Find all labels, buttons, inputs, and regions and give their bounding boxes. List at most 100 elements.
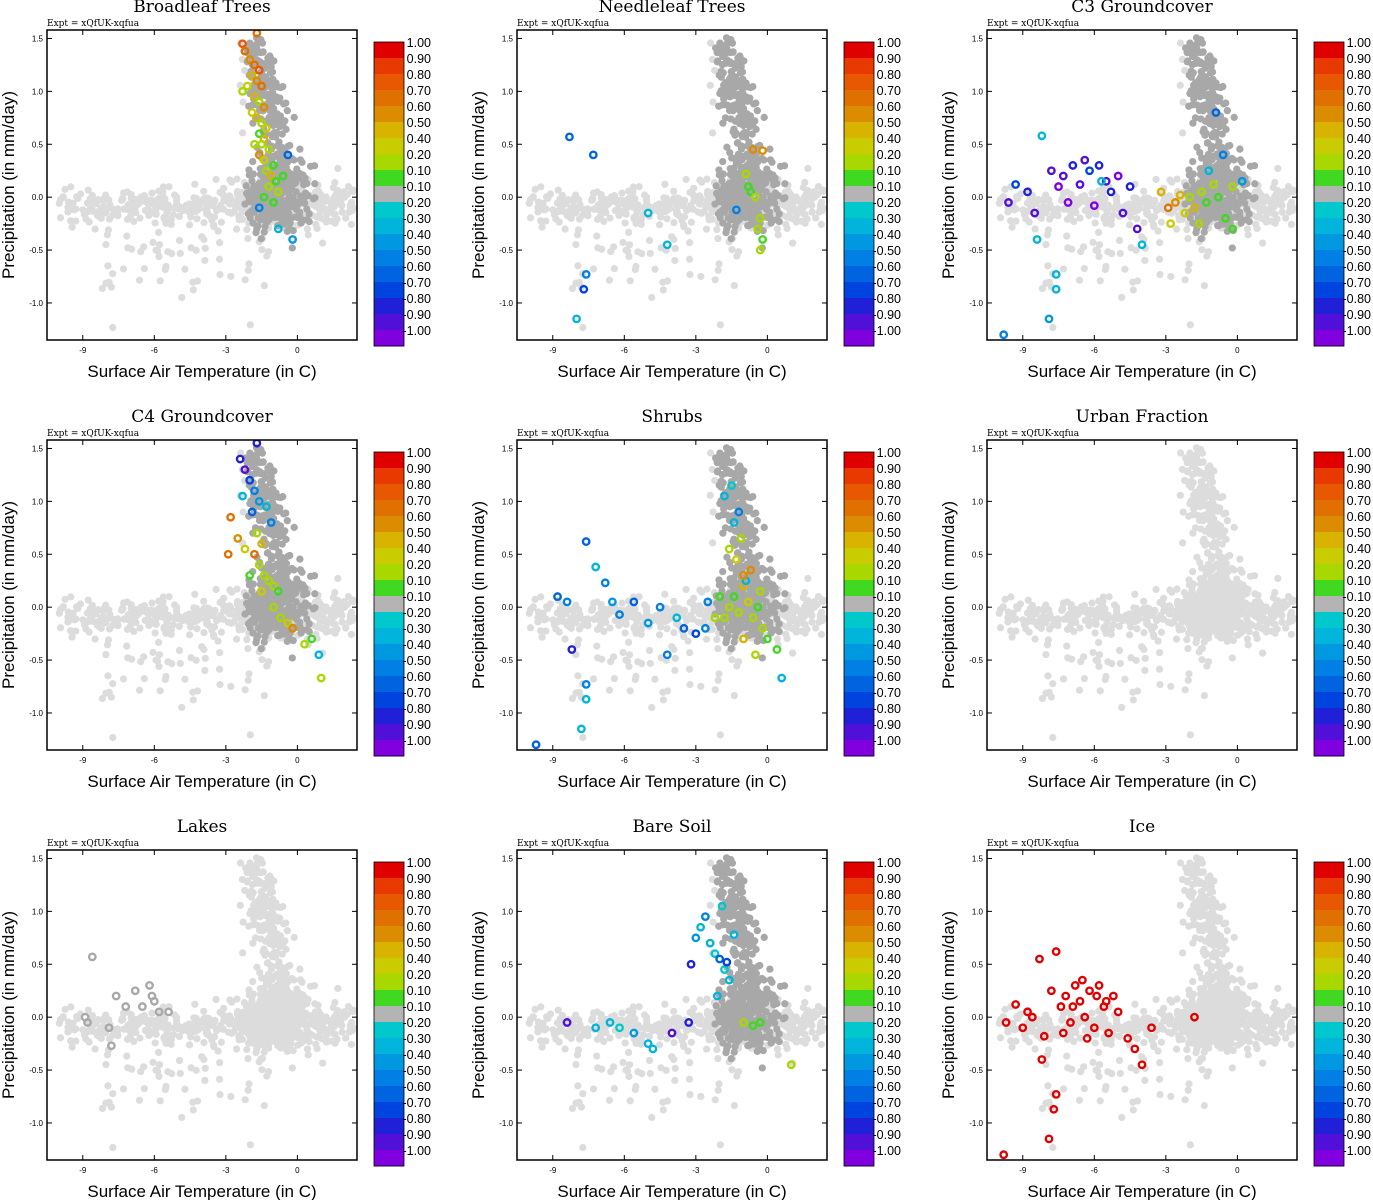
background-point (232, 225, 241, 233)
colorbar-swatch (844, 282, 874, 299)
y-tick-label: 1.0 (502, 87, 514, 96)
background-point (714, 234, 722, 243)
background-point (1114, 202, 1122, 211)
background-point (1280, 193, 1289, 201)
neutral-point (276, 112, 285, 120)
colorbar-swatch (844, 298, 874, 315)
background-point (714, 266, 722, 274)
points-layer (995, 34, 1297, 340)
background-point (711, 66, 719, 75)
colorbar-swatch (374, 266, 404, 283)
background-point (657, 213, 665, 221)
background-point (574, 262, 582, 270)
background-point (1081, 206, 1089, 215)
neutral-point (749, 157, 757, 165)
background-point (808, 208, 816, 216)
background-point (564, 212, 572, 220)
background-point (636, 216, 645, 224)
data-point (257, 139, 267, 149)
background-point (1088, 189, 1096, 197)
neutral-point (1200, 228, 1208, 236)
neutral-point (279, 157, 287, 165)
data-point (261, 123, 271, 133)
background-point (348, 206, 356, 215)
neutral-point (266, 90, 274, 98)
background-point (1280, 188, 1288, 196)
background-point (1257, 195, 1266, 203)
background-point (1288, 206, 1296, 215)
background-point (172, 196, 181, 204)
background-point (317, 214, 325, 222)
neutral-point (733, 196, 741, 204)
data-point (264, 182, 274, 191)
background-point (1284, 182, 1293, 191)
background-point (624, 195, 633, 203)
background-point (659, 286, 667, 294)
background-point (798, 217, 806, 225)
neutral-point (287, 185, 296, 193)
background-point (1175, 212, 1183, 220)
background-point (1094, 228, 1103, 237)
background-point (624, 247, 632, 255)
background-point (596, 212, 604, 220)
neutral-point (279, 82, 287, 91)
background-point (1172, 225, 1181, 233)
colorbar-swatch (844, 170, 874, 187)
background-point (1251, 188, 1260, 196)
background-point (1095, 187, 1103, 195)
background-point (1116, 249, 1124, 258)
background-point (606, 214, 614, 222)
background-point (123, 232, 131, 240)
neutral-point (766, 145, 774, 153)
colorbar-swatch (374, 250, 404, 267)
background-point (572, 240, 580, 249)
x-tick-label: -6 (621, 346, 629, 355)
data-point (259, 155, 269, 165)
colorbar-label: -0.60 (403, 260, 432, 274)
background-point (552, 215, 560, 223)
neutral-point (249, 101, 257, 109)
background-point (64, 208, 72, 216)
neutral-point (746, 112, 755, 120)
neutral-point (274, 209, 282, 217)
background-point (1154, 227, 1162, 235)
neutral-point (1228, 244, 1236, 252)
neutral-point (296, 145, 304, 153)
panel-2: -9 -6 -3 0-1.0-0.50.00.51.01.5C3 Groundcove… (939, 0, 1371, 381)
background-point (112, 206, 120, 215)
background-point (156, 277, 164, 285)
background-point (132, 208, 140, 217)
neutral-point (1189, 119, 1197, 127)
background-point (781, 188, 790, 196)
colorbar-label: 0.90 (877, 52, 901, 66)
neutral-point (738, 111, 747, 119)
neutral-point (760, 156, 768, 164)
colorbar-swatch (374, 282, 404, 299)
y-tick-label: 0.0 (502, 193, 514, 202)
background-point (630, 215, 638, 223)
background-point (1269, 183, 1277, 192)
neutral-point (276, 94, 284, 102)
background-point (317, 195, 326, 203)
background-point (244, 266, 252, 274)
colorbar-label: 1.00 (877, 36, 901, 50)
data-point (273, 224, 283, 234)
background-point (235, 212, 243, 220)
background-point (128, 245, 136, 253)
colorbar-label: -0.80 (873, 292, 902, 306)
neutral-point (290, 113, 298, 121)
colorbar-swatch (374, 234, 404, 251)
data-point (261, 166, 271, 176)
background-point (626, 277, 634, 285)
background-point (91, 225, 99, 233)
background-point (216, 239, 224, 247)
background-point (174, 202, 182, 211)
background-point (597, 201, 605, 209)
data-point (731, 205, 741, 215)
background-point (588, 196, 596, 204)
background-point (537, 183, 545, 191)
background-point (539, 199, 547, 207)
background-point (686, 188, 694, 196)
background-point (190, 194, 198, 202)
background-point (1263, 210, 1271, 219)
